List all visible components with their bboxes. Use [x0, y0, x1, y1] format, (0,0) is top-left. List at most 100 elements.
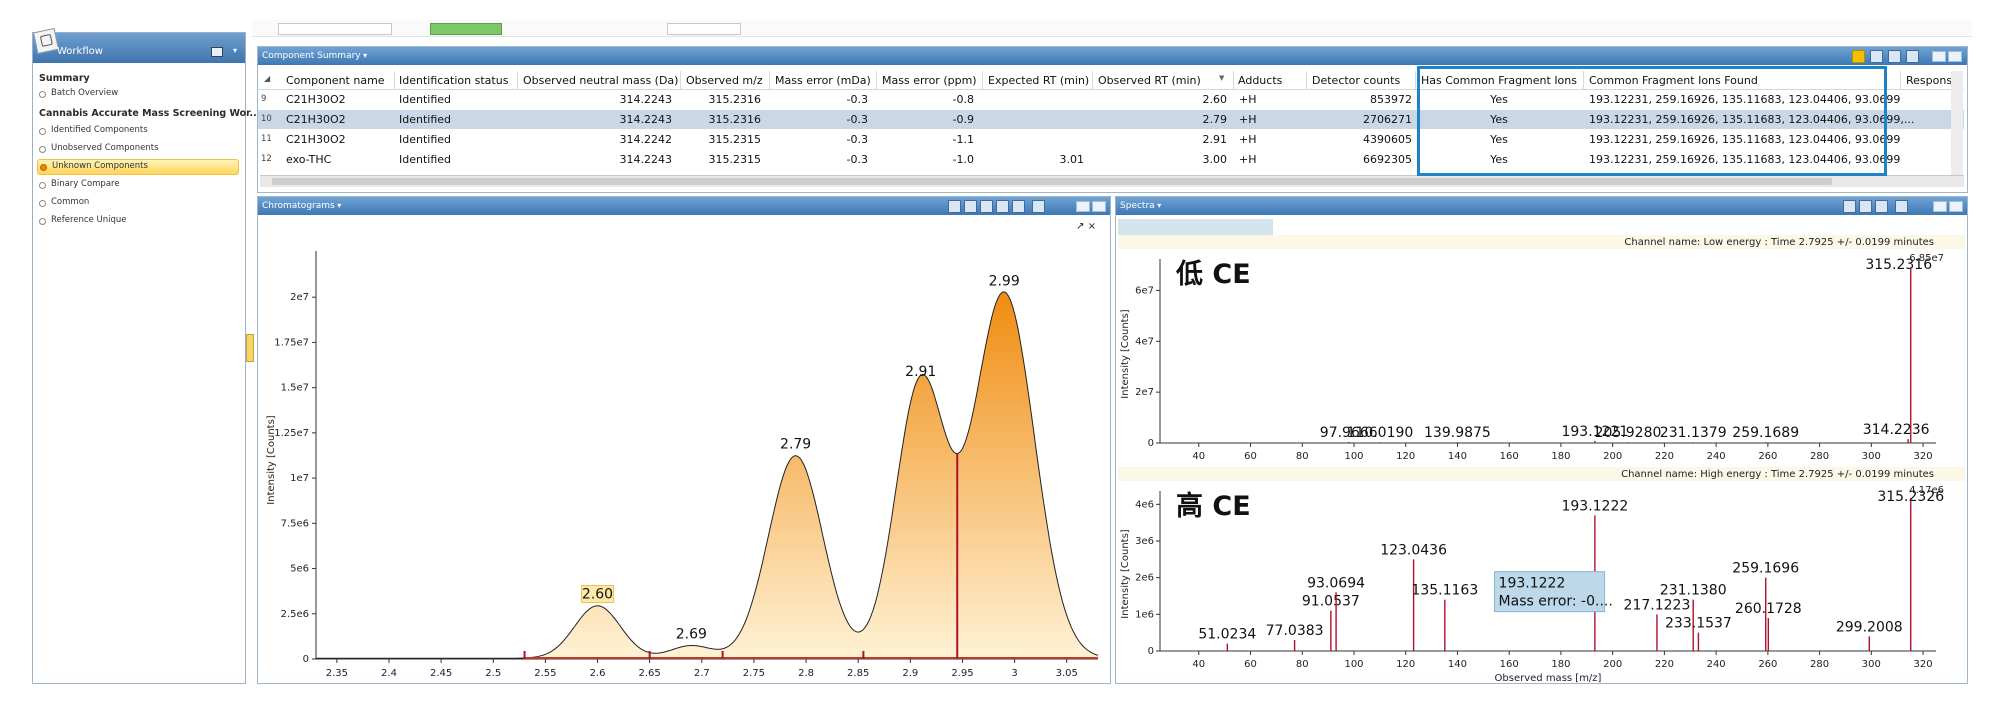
x-tick-label: 260 — [1758, 659, 1777, 670]
col-observed-mz[interactable]: Observed m/z — [686, 74, 763, 87]
mass-label: 51.0234 — [1198, 627, 1256, 643]
x-tick-label: 160 — [1500, 451, 1519, 462]
mass-label: 193.1222 — [1561, 498, 1628, 514]
table-row[interactable]: 10 C21H30O2 Identified 314.2243 315.2316 -0.3… — [258, 110, 1964, 129]
toolbar-field[interactable] — [278, 23, 392, 35]
cell-adducts: +H — [1239, 93, 1257, 106]
radio-icon — [39, 91, 46, 98]
peak-area — [524, 291, 1098, 659]
spectra-chart[interactable]: Channel name: Low energy : Time 2.7925 +… — [1116, 217, 1967, 683]
x-tick-label: 2.6 — [590, 668, 606, 679]
minimize-icon[interactable] — [1933, 201, 1947, 212]
col-observed-rt[interactable]: Observed RT (min) — [1098, 74, 1201, 87]
cell-adducts: +H — [1239, 133, 1257, 146]
maximize-icon[interactable] — [1948, 51, 1962, 62]
cell-counts: 4390605 — [1363, 133, 1412, 146]
move-icon[interactable] — [1032, 200, 1045, 213]
nav-binary-compare[interactable]: Binary Compare — [37, 178, 237, 192]
y-tick-label: 7.5e6 — [281, 518, 309, 529]
cell-observed-rt: 2.79 — [1202, 113, 1228, 126]
radio-icon — [39, 128, 46, 135]
table-row[interactable]: 12 exo-THC Identified 314.2243 315.2315 -0.3 -… — [258, 150, 1964, 169]
col-response[interactable]: Response — [1906, 74, 1959, 87]
table-row[interactable]: 9 C21H30O2 Identified 314.2243 315.2316 -0.3 -… — [258, 90, 1964, 109]
nav-label: Unknown Components — [52, 161, 148, 171]
panel-title[interactable]: Component Summary — [262, 51, 367, 61]
panel-title[interactable]: Spectra — [1120, 201, 1161, 211]
list-icon[interactable] — [948, 200, 961, 213]
x-axis-label: Observed mass [m/z] — [1495, 673, 1602, 683]
col-neutral-mass[interactable]: Observed neutral mass (Da) — [523, 74, 679, 87]
col-has-common-fragment-ions[interactable]: Has Common Fragment Ions — [1421, 74, 1577, 87]
grid-icon[interactable] — [1888, 50, 1901, 63]
collapse-handle[interactable] — [246, 334, 254, 362]
panel-title[interactable]: Chromatograms — [262, 201, 341, 211]
pin-icon[interactable] — [211, 47, 223, 57]
maximize-icon[interactable] — [1092, 201, 1106, 212]
progress-bar — [430, 23, 502, 35]
col-component-name[interactable]: Component name — [286, 74, 385, 87]
mass-label: 231.1379 — [1660, 425, 1727, 441]
col-adducts[interactable]: Adducts — [1238, 74, 1283, 87]
nav-unknown-components[interactable]: Unknown Components — [37, 159, 239, 175]
x-tick-label: 2.55 — [534, 668, 556, 679]
table-row[interactable]: 11 C21H30O2 Identified 314.2242 315.2315 -0.3… — [258, 130, 1964, 149]
mass-label: 260.1728 — [1735, 601, 1802, 617]
print-icon[interactable] — [996, 200, 1009, 213]
x-tick-label: 180 — [1551, 659, 1570, 670]
toolbar-field-2[interactable] — [667, 23, 741, 35]
nav-common[interactable]: Common — [37, 196, 237, 210]
chromatogram-chart[interactable]: 0 2.5e6 5e6 7.5e6 1e7 1.25e7 1.5e7 1.75e7 2e7 2.3… — [258, 217, 1110, 683]
chevron-down-icon[interactable]: ▾ — [232, 46, 237, 55]
link-icon[interactable] — [964, 200, 977, 213]
list-icon[interactable] — [1843, 200, 1856, 213]
vertical-scrollbar[interactable] — [1951, 71, 1963, 175]
x-tick-label: 240 — [1707, 451, 1726, 462]
cell-has-common: Yes — [1490, 93, 1508, 106]
x-tick-label: 60 — [1244, 451, 1257, 462]
peak-label: 2.69 — [676, 626, 707, 642]
col-identification-status[interactable]: Identification status — [399, 74, 509, 87]
nav-batch-overview[interactable]: Batch Overview — [37, 87, 237, 101]
sort-desc-icon[interactable]: ▼ — [1219, 74, 1225, 82]
col-common-fragment-ions-found[interactable]: Common Fragment Ions Found — [1589, 74, 1758, 87]
mass-label: 259.1689 — [1732, 425, 1799, 441]
workflow-header: Workflow ▾ — [32, 27, 245, 63]
cell-neutral-mass: 314.2242 — [619, 133, 673, 146]
col-expected-rt[interactable]: Expected RT (min) — [988, 74, 1090, 87]
maximize-icon[interactable] — [1949, 201, 1963, 212]
spectrum-tab[interactable] — [1118, 219, 1273, 238]
move-icon[interactable] — [1895, 200, 1908, 213]
highlight-box — [1417, 66, 1887, 176]
cell-neutral-mass: 314.2243 — [619, 113, 673, 126]
nav-reference-unique[interactable]: Reference Unique — [37, 214, 237, 228]
y-tick-label: 2e6 — [1135, 573, 1154, 584]
scroll-thumb[interactable] — [272, 178, 1832, 185]
col-mass-error-mda[interactable]: Mass error (mDa) — [775, 74, 871, 87]
x-tick-label: 280 — [1810, 659, 1829, 670]
mass-label: 217.1223 — [1624, 597, 1691, 613]
sort-icon[interactable]: ◢ — [264, 74, 271, 83]
print-icon[interactable] — [1859, 200, 1872, 213]
col-detector-counts[interactable]: Detector counts — [1312, 74, 1401, 87]
col-mass-error-ppm[interactable]: Mass error (ppm) — [882, 74, 977, 87]
horizontal-scrollbar[interactable] — [260, 175, 1964, 187]
minimize-icon[interactable] — [1932, 51, 1946, 62]
x-tick-label: 2.85 — [847, 668, 869, 679]
y-tick-label: 1.25e7 — [274, 428, 309, 439]
nav-identified-components[interactable]: Identified Components — [37, 124, 237, 138]
minimize-icon[interactable] — [1076, 201, 1090, 212]
x-tick-label: 2.5 — [485, 668, 501, 679]
copy-icon[interactable] — [1875, 200, 1888, 213]
cell-counts: 2706271 — [1363, 113, 1412, 126]
copy-icon[interactable] — [1012, 200, 1025, 213]
component-summary-header: Component Summary — [258, 47, 1967, 65]
cell-mz: 315.2315 — [708, 133, 762, 146]
nav-unobserved-components[interactable]: Unobserved Components — [37, 142, 237, 156]
export-icon[interactable] — [1906, 50, 1919, 63]
x-tick-label: 2.75 — [743, 668, 765, 679]
row-number: 9 — [261, 94, 267, 104]
refresh-icon[interactable] — [980, 200, 993, 213]
filter-icon[interactable] — [1870, 50, 1883, 63]
info-icon[interactable] — [1852, 50, 1865, 63]
